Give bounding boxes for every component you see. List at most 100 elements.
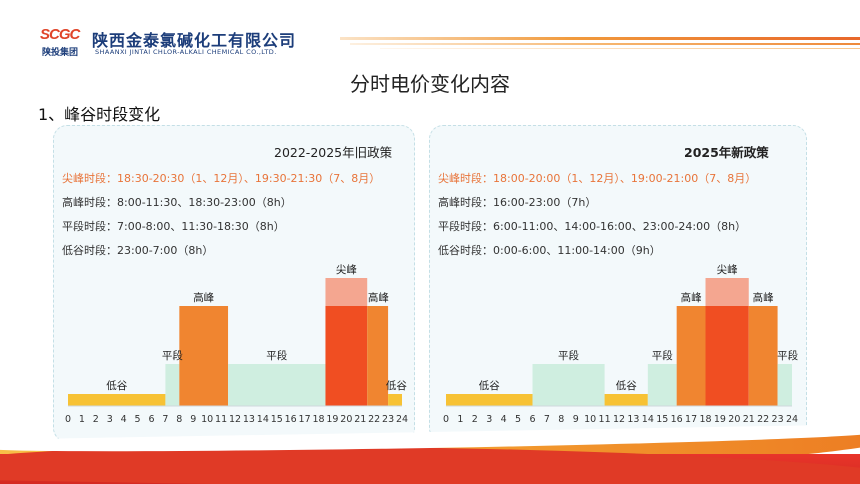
x-tick-label: 14 [257,414,269,425]
chart-bar [777,364,792,406]
x-tick-label: 8 [558,414,564,425]
panel-title: 2025年新政策 [684,145,769,160]
x-tick-label: 4 [501,414,507,425]
segment-label: 低谷 [386,379,407,392]
chart-bar [748,306,778,406]
chart-bar [532,364,605,406]
segment-label: 平段 [162,349,183,362]
chart-bar [228,364,326,406]
x-tick-label: 20 [340,414,352,425]
segment-label: 低谷 [616,379,637,392]
x-tick-label: 3 [486,414,492,425]
x-tick-label: 18 [699,414,711,425]
segment-label: 平段 [558,349,579,362]
x-tick-label: 12 [613,414,625,425]
x-tick-label: 1 [457,414,463,425]
x-tick-label: 3 [107,414,113,425]
x-tick-label: 4 [121,414,127,425]
x-tick-label: 24 [396,414,408,425]
chart-bar [647,364,677,406]
chart-bar [388,394,402,406]
x-tick-label: 22 [757,414,769,425]
chart-bar [676,306,706,406]
valley-period-line: 低谷时段：0:00-6:00、11:00-14:00（9h） [438,244,661,257]
valley-period-line: 低谷时段：23:00-7:00（8h） [62,244,214,257]
company-name-en: SHAANXI JINTAI CHLOR-ALKALI CHEMICAL CO.… [95,48,277,56]
x-tick-label: 19 [714,414,726,425]
x-tick-label: 17 [685,414,697,425]
footer-decoration [0,424,860,484]
panel-title: 2022-2025年旧政策 [274,145,393,160]
segment-label: 尖峰 [717,263,738,276]
chart-bar [604,394,648,406]
new-policy-panel: 2025年新政策 尖峰时段：18:00-20:00（1、12月）、19:00-2… [429,125,807,442]
x-tick-label: 5 [515,414,521,425]
logo-mark: SCGC [40,26,80,43]
segment-label: 尖峰 [336,263,357,276]
company-name-cn: 陕西金泰氯碱化工有限公司 [92,31,297,50]
x-tick-label: 22 [368,414,380,425]
x-tick-label: 14 [642,414,654,425]
old-policy-chart: 0 1 2 3 4 5 6 7 8 9 10 11 12 13 14 15 16 17 18 19 20 21 22 23 24… [65,263,408,425]
x-tick-label: 7 [162,414,168,425]
section-title: 1、峰谷时段变化 [38,105,161,124]
flat-period-line: 平段时段：6:00-11:00、14:00-16:00、23:00-24:00（… [438,220,747,233]
x-tick-label: 9 [190,414,196,425]
chart-bar [165,364,180,406]
x-tick-label: 23 [772,414,784,425]
header: SCGC 陕投集团 陕西金泰氯碱化工有限公司 SHAANXI JINTAI CH… [0,0,860,62]
company-logo: SCGC 陕投集团 [40,26,86,58]
x-tick-label: 9 [573,414,579,425]
x-tick-label: 13 [243,414,255,425]
x-tick-label: 11 [215,414,227,425]
x-tick-label: 15 [656,414,668,425]
x-tick-label: 1 [79,414,85,425]
chart-bar-peak-top [705,278,749,306]
chart-bar-peak-top [325,278,368,306]
x-tick-label: 10 [201,414,213,425]
x-tick-label: 16 [285,414,297,425]
x-tick-label: 0 [65,414,71,425]
peak-period-line: 尖峰时段：18:30-20:30（1、12月）、19:30-21:30（7、8月… [62,172,381,185]
header-stripe [380,48,860,49]
x-tick-label: 18 [312,414,324,425]
header-stripe [350,43,860,45]
logo-group-name: 陕投集团 [42,48,79,58]
header-stripe [340,37,860,40]
x-tick-label: 2 [472,414,478,425]
segment-label: 平段 [777,349,798,362]
flat-period-line: 平段时段：7:00-8:00、11:30-18:30（8h） [62,220,285,233]
high-period-line: 高峰时段：16:00-23:00（7h） [438,196,597,209]
segment-label: 高峰 [753,291,775,304]
x-tick-label: 21 [743,414,755,425]
page-title: 分时电价变化内容 [350,72,510,96]
x-tick-label: 10 [584,414,596,425]
chart-bar [179,306,229,406]
x-tick-label: 13 [627,414,639,425]
x-tick-label: 12 [229,414,241,425]
x-tick-label: 5 [135,414,141,425]
x-tick-label: 17 [299,414,311,425]
x-tick-label: 7 [544,414,550,425]
peak-period-line: 尖峰时段：18:00-20:00（1、12月）、19:00-21:00（7、8月… [438,172,757,185]
chart-bar-peak [325,306,368,406]
segment-label: 高峰 [681,291,702,304]
segment-label: 平段 [652,349,673,362]
segment-label: 平段 [266,349,287,362]
x-tick-label: 16 [671,414,683,425]
segment-label: 高峰 [193,291,214,304]
x-tick-label: 21 [354,414,366,425]
chart-bar [446,394,533,406]
segment-label: 低谷 [479,379,500,392]
high-period-line: 高峰时段：8:00-11:30、18:30-23:00（8h） [62,196,292,209]
x-tick-label: 6 [529,414,535,425]
segment-label: 低谷 [106,379,127,392]
chart-bar [68,394,166,406]
x-tick-label: 2 [93,414,99,425]
chart-bar [367,306,389,406]
x-tick-label: 8 [176,414,182,425]
segment-label: 高峰 [368,291,389,304]
x-tick-label: 6 [148,414,154,425]
x-tick-label: 19 [326,414,338,425]
x-tick-label: 23 [382,414,394,425]
